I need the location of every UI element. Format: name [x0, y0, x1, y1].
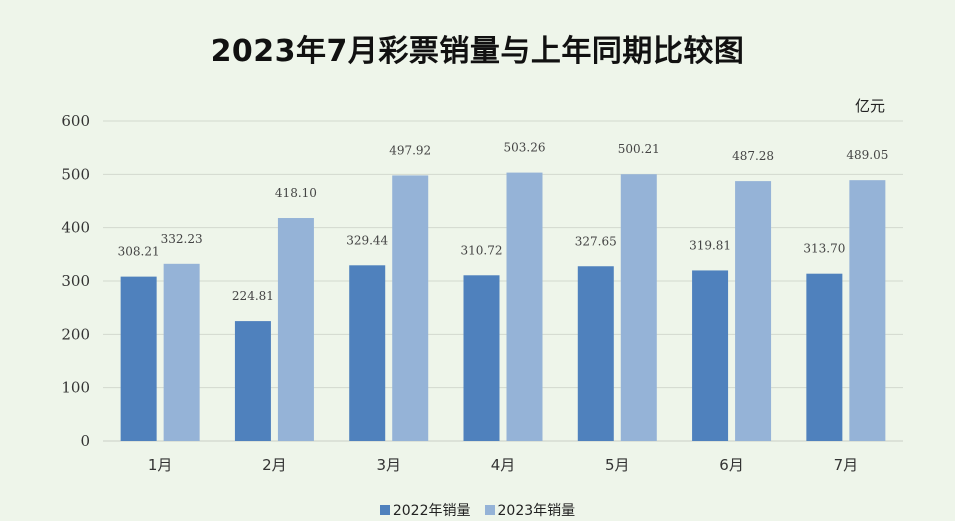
data-label: 489.05	[846, 148, 888, 162]
bar-2022年销量-4月	[463, 275, 500, 441]
legend-label-2022: 2022年销量	[392, 503, 471, 519]
bar-2023年销量-6月	[735, 181, 772, 441]
bar-2023年销量-5月	[620, 174, 657, 442]
y-tick-label: 200	[61, 325, 90, 343]
x-tick-label: 2月	[262, 456, 287, 474]
bar-2022年销量-5月	[577, 266, 614, 441]
legend-label-2023: 2023年销量	[497, 503, 576, 519]
legend-swatch-2022	[379, 505, 390, 515]
x-tick-label: 7月	[834, 456, 859, 474]
data-label: 308.21	[118, 245, 160, 259]
data-label: 313.70	[803, 242, 845, 256]
chart-title: 2023年7月彩票销量与上年同期比较图	[210, 34, 745, 69]
bar-2022年销量-3月	[349, 265, 386, 441]
data-label: 503.26	[504, 141, 546, 155]
bars	[120, 172, 886, 442]
bar-2023年销量-4月	[506, 172, 543, 441]
bar-2022年销量-6月	[692, 270, 729, 441]
data-label: 319.81	[689, 238, 731, 252]
y-tick-label: 600	[61, 112, 90, 130]
x-tick-label: 4月	[491, 456, 516, 474]
bar-2022年销量-1月	[120, 276, 157, 441]
bar-2023年销量-2月	[277, 218, 314, 441]
x-tick-label: 3月	[376, 456, 401, 474]
gridlines	[103, 120, 903, 442]
data-label: 327.65	[575, 234, 617, 248]
unit-label: 亿元	[855, 97, 885, 115]
y-tick-label: 300	[61, 272, 90, 290]
legend: 2022年销量 2023年销量	[0, 500, 955, 520]
data-label: 329.44	[346, 233, 388, 247]
legend-item-2022: 2022年销量	[379, 500, 471, 520]
bar-2023年销量-1月	[163, 263, 200, 441]
x-axis-labels: 1月 2月 3月 4月 5月 6月 7月	[148, 456, 858, 474]
legend-swatch-2023	[484, 505, 495, 515]
data-label: 310.72	[461, 243, 503, 257]
x-tick-label: 6月	[719, 456, 744, 474]
x-tick-label: 1月	[148, 456, 173, 474]
y-tick-label: 100	[61, 379, 90, 397]
x-tick-label: 5月	[605, 456, 630, 474]
data-label: 487.28	[732, 149, 774, 163]
bar-2022年销量-2月	[234, 321, 271, 441]
data-label: 332.23	[161, 232, 203, 246]
data-label: 497.92	[389, 143, 431, 157]
y-axis-ticks: 0 100 200 300 400 500 600	[61, 112, 90, 450]
data-label: 224.81	[232, 289, 274, 303]
y-tick-label: 0	[80, 432, 90, 450]
bar-2023年销量-7月	[849, 180, 886, 441]
data-label: 500.21	[618, 142, 660, 156]
bar-2023年销量-3月	[392, 175, 429, 441]
bar-2022年销量-7月	[806, 273, 843, 441]
y-tick-label: 500	[61, 165, 90, 183]
legend-item-2023: 2023年销量	[484, 500, 576, 520]
data-label: 418.10	[275, 186, 317, 200]
y-tick-label: 400	[61, 219, 90, 237]
